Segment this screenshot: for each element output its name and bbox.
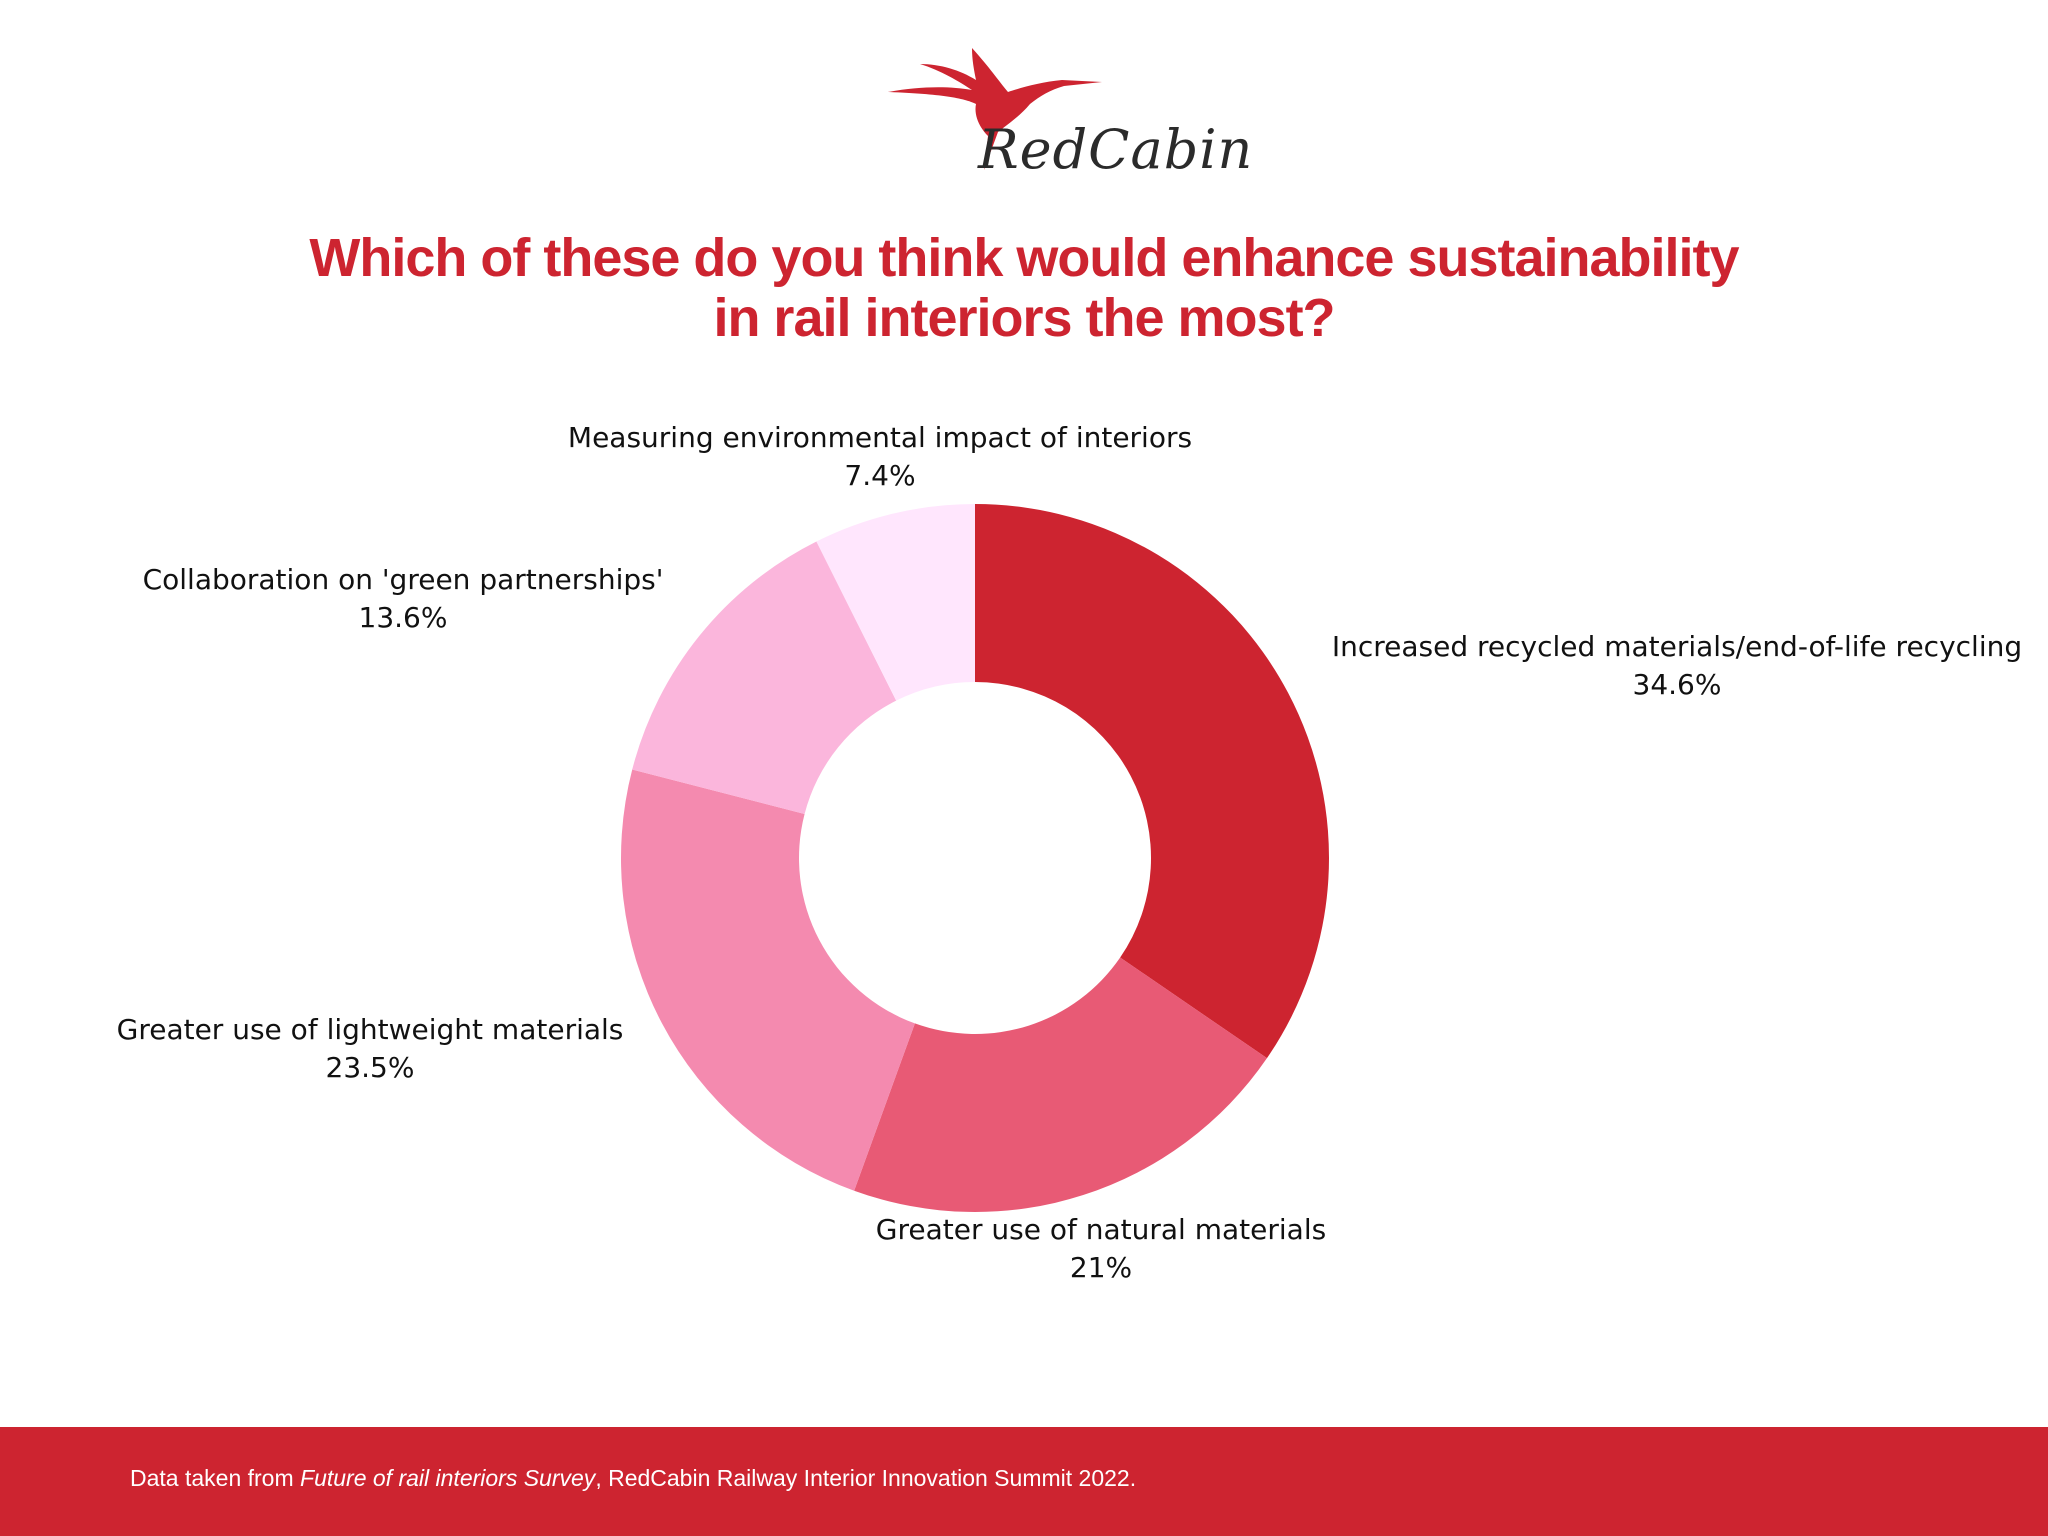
slice-label-text: Increased recycled materials/end-of-life… (1331, 630, 2023, 663)
slice-value-label: 23.5% (325, 1051, 415, 1084)
slice-value-label: 7.4% (844, 459, 916, 492)
slice-label-text: Collaboration on 'green partnerships' (142, 563, 664, 596)
footer-survey-name: Future of rail interiors Survey (300, 1465, 596, 1491)
slice-label-natural: Greater use of natural materials 21% (876, 1211, 1326, 1287)
footer-bar: Data taken from Future of rail interiors… (0, 1427, 2048, 1536)
slice-label-recycled: Increased recycled materials/end-of-life… (1332, 628, 2022, 704)
footer-suffix: , RedCabin Railway Interior Innovation S… (595, 1465, 1137, 1491)
footer-source: Data taken from Future of rail interiors… (130, 1465, 1136, 1492)
hummingbird-icon (888, 48, 1102, 170)
chart-title-line-1: Which of these do you think would enhanc… (309, 228, 1739, 288)
slice-value-label: 21% (1069, 1251, 1133, 1284)
slice-label-text: Measuring environmental impact of interi… (567, 421, 1193, 454)
slice-value-label: 34.6% (1632, 668, 1722, 701)
slice-label-text: Greater use of lightweight materials (116, 1013, 624, 1046)
slice-label-text: Greater use of natural materials (875, 1213, 1327, 1246)
donut-slice-1 (854, 957, 1267, 1213)
donut-slice-2 (620, 769, 915, 1191)
slice-label-green-partnerships: Collaboration on 'green partnerships' 13… (143, 561, 664, 637)
donut-slice-4 (816, 504, 975, 701)
donut-slice-3 (632, 541, 897, 815)
slice-label-measuring: Measuring environmental impact of interi… (568, 419, 1192, 495)
brand-wordmark: RedCabin (978, 118, 1254, 181)
slice-label-lightweight: Greater use of lightweight materials 23.… (117, 1011, 624, 1087)
slice-value-label: 13.6% (358, 601, 448, 634)
chart-title: Which of these do you think would enhanc… (224, 228, 1824, 348)
donut-slice-0 (975, 504, 1329, 1059)
footer-prefix: Data taken from (130, 1465, 301, 1491)
chart-title-line-2: in rail interiors the most? (713, 288, 1335, 348)
